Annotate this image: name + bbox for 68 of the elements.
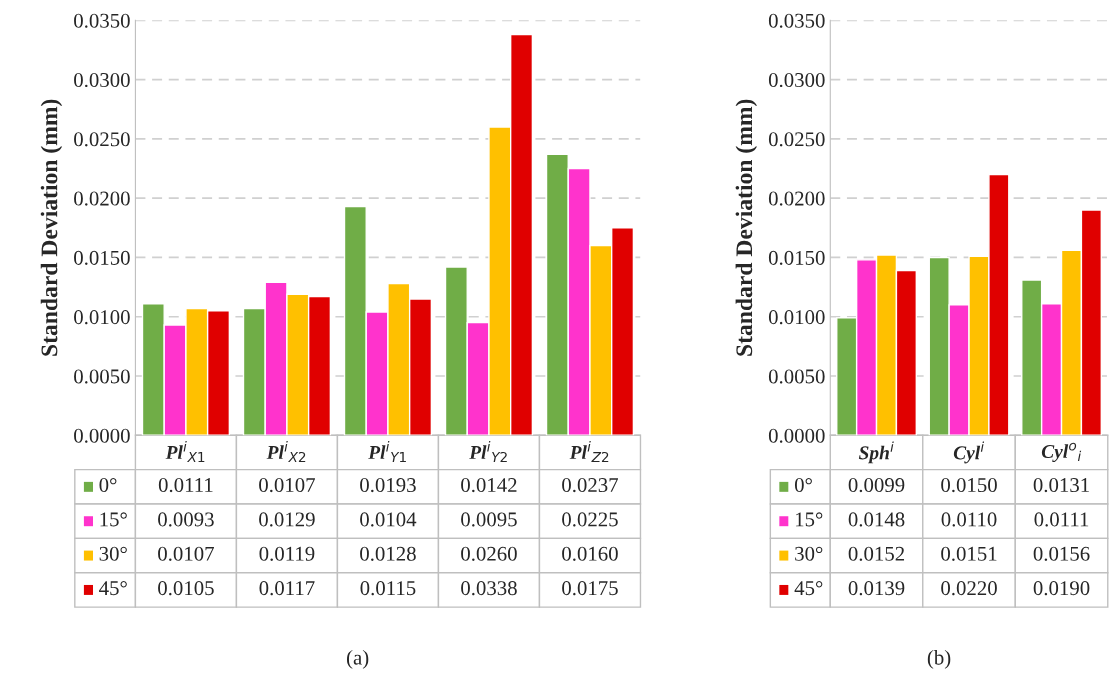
- y-axis-title: Standard Deviation (mm): [735, 99, 758, 356]
- y-tick-label: 0.0250: [74, 132, 130, 147]
- legend-label: 0°: [794, 478, 812, 493]
- data-label: 0.0128: [360, 546, 416, 561]
- data-label: 0.0220: [941, 581, 997, 596]
- data-label: 0.0111: [1034, 512, 1089, 527]
- data-label: 0.0131: [1033, 478, 1089, 493]
- data-label: 0.0193: [360, 478, 416, 493]
- data-label: 0.0110: [941, 512, 997, 527]
- data-label: 0.0150: [941, 478, 997, 493]
- y-tick-label: 0.0050: [768, 369, 825, 384]
- data-label: 0.0338: [461, 581, 517, 596]
- data-label: 0.0099: [848, 478, 905, 493]
- data-label: 0.0160: [562, 546, 618, 561]
- data-label: 0.0225: [562, 512, 618, 527]
- data-label: 0.0156: [1033, 546, 1090, 561]
- y-tick-label: 0.0200: [768, 191, 825, 206]
- x-tick-label: Pl$^{i}$$_{X1}$: [165, 441, 205, 463]
- data-label: 0.0111: [158, 478, 213, 493]
- y-tick-label: 0.0100: [768, 310, 825, 325]
- data-label: 0.0107: [259, 478, 315, 493]
- data-label: 0.0237: [562, 478, 619, 493]
- legend-label: 45°: [794, 581, 823, 596]
- legend-label: 15°: [796, 512, 823, 527]
- data-label: 0.0151: [941, 546, 997, 561]
- data-label: 0.0095: [461, 512, 517, 527]
- data-label: 0.0148: [848, 512, 905, 527]
- y-tick-label: 0.0000: [74, 428, 130, 443]
- data-label: 0.0260: [461, 546, 517, 561]
- data-label: 0.0105: [158, 581, 214, 596]
- data-label: 0.0104: [360, 512, 417, 527]
- y-tick-label: 0.0050: [74, 369, 130, 384]
- x-tick-label: Pl$^{i}$$_{Y1}$: [368, 441, 406, 463]
- x-tick-label: Pl$^{i}$$_{Z2}$: [569, 441, 609, 463]
- data-label: 0.0129: [259, 512, 315, 527]
- legend-label: 15°: [100, 512, 127, 527]
- data-label: 0.0142: [461, 478, 517, 493]
- x-tick-label: Pl$^{i}$$_{X2}$: [266, 441, 306, 463]
- y-tick-label: 0.0350: [768, 13, 825, 28]
- legend-label: 0°: [99, 478, 117, 493]
- legend-label: 30°: [99, 546, 127, 561]
- y-tick-label: 0.0300: [768, 72, 825, 88]
- y-tick-label: 0.0250: [768, 132, 825, 147]
- x-tick-label: Cyl$^{o}$$_{i}$: [1041, 442, 1082, 463]
- y-tick-label: 0.0100: [74, 310, 130, 325]
- data-label: 0.0139: [848, 581, 905, 596]
- data-label: 0.0152: [848, 546, 905, 561]
- x-tick-label: Cyl$^{i}$: [953, 441, 985, 464]
- y-tick-label: 0.0350: [74, 13, 130, 28]
- text: (a): [347, 649, 369, 669]
- data-label: 0.0115: [360, 581, 416, 596]
- y-tick-label: 0.0000: [768, 428, 825, 443]
- data-label: 0.0175: [562, 581, 618, 596]
- y-tick-label: 0.0150: [768, 250, 825, 265]
- y-tick-label: 0.0150: [74, 250, 130, 265]
- data-label: 0.0119: [259, 546, 315, 561]
- data-label: 0.0190: [1033, 581, 1090, 596]
- x-tick-label: Sph$^{i}$: [858, 441, 894, 464]
- x-tick-label: Pl$^{i}$$_{Y2}$: [469, 441, 507, 463]
- data-label: 0.0093: [158, 512, 214, 527]
- legend-label: 30°: [795, 546, 823, 561]
- y-axis-title: Standard Deviation (mm): [40, 99, 63, 356]
- y-tick-label: 0.0200: [74, 191, 130, 206]
- legend-label: 45°: [99, 581, 127, 596]
- data-label: 0.0107: [158, 546, 214, 561]
- y-tick-label: 0.0300: [74, 72, 130, 88]
- data-label: 0.0117: [259, 581, 315, 596]
- text: (b): [927, 649, 951, 669]
